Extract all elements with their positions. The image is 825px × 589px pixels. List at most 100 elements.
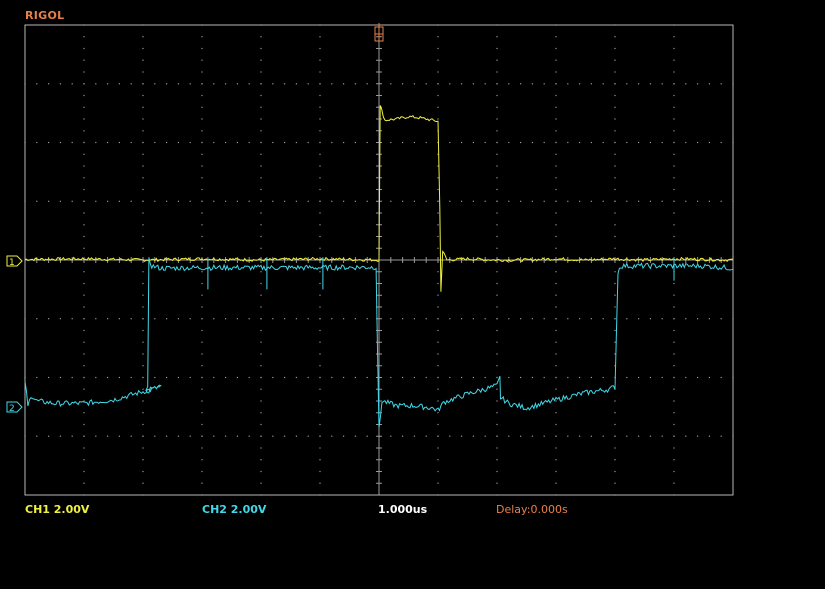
grid-dot [201,306,203,308]
grid-dot [366,83,368,85]
grid-dot [425,376,427,379]
grid-dot [437,83,439,85]
grid-dot [555,153,557,155]
grid-dot [673,376,675,379]
grid-dot [697,376,699,379]
grid-dot [260,59,262,61]
grid-dot [673,459,675,461]
grid-dot [531,83,533,85]
grid-dot [166,141,168,144]
grid-dot [685,318,687,320]
grid-dot [496,412,498,414]
delay-readout[interactable]: Delay:0.000s [496,503,568,516]
grid-dot [107,141,109,144]
grid-dot [118,376,120,379]
grid-dot [201,235,203,238]
grid-dot [142,447,144,449]
grid-dot [626,83,628,85]
grid-dot [614,423,616,426]
grid-dot [319,71,321,73]
grid-dot [708,318,710,320]
grid-dot [697,435,699,437]
grid-dot [543,318,545,320]
ch2-scale-readout[interactable]: CH2 2.00V [202,503,267,516]
grid-dot [260,435,262,437]
grid-dot [354,435,356,437]
grid-dot [59,141,61,144]
grid-dot [83,282,85,285]
grid-dot [614,188,616,191]
grid-dot [343,318,345,320]
grid-dot [343,376,345,379]
grid-dot [36,318,38,320]
grid-dot [343,83,345,85]
grid-dot [166,200,168,202]
grid-dot [697,141,699,144]
grid-dot [83,141,85,144]
grid-dot [602,318,604,320]
grid-dot [673,318,675,320]
grid-dot [437,388,439,390]
grid-dot [142,400,144,402]
grid-dot [319,212,321,214]
grid-dot [319,188,321,191]
grid-dot [496,365,498,367]
grid-dot [201,247,203,249]
grid-dot [166,83,168,85]
grid-dot [166,376,168,379]
grid-dot [567,141,569,144]
grid-dot [284,318,286,320]
grid-dot [661,435,663,437]
grid-dot [366,435,368,437]
grid-dot [260,282,262,285]
grid-dot [555,376,557,379]
grid-dot [59,318,61,320]
grid-dot [83,47,85,50]
grid-dot [142,282,144,285]
grid-dot [248,376,250,379]
grid-dot [331,83,333,85]
grid-dot [142,224,144,226]
grid-dot [201,470,203,473]
grid-dot [708,435,710,437]
grid-dot [260,423,262,426]
grid-dot [83,106,85,108]
grid-dot [496,353,498,355]
timebase-readout[interactable]: 1.000us [378,503,428,516]
grid-dot [673,36,675,38]
ch1-scale-readout[interactable]: CH1 2.00V [25,503,90,516]
grid-dot [59,435,61,437]
grid-dot [543,435,545,437]
grid-dot [319,235,321,238]
ch1-ground-marker-icon[interactable]: 1 [6,255,23,268]
grid-dot [720,376,722,379]
grid-dot [260,47,262,50]
grid-dot [673,212,675,214]
grid-dot [307,200,309,202]
trigger-position-marker-icon[interactable] [374,23,384,42]
grid-dot [354,141,356,144]
grid-dot [83,365,85,367]
grid-dot [555,353,557,355]
grid-dot [673,306,675,308]
grid-dot [236,435,238,437]
grid-dot [260,235,262,238]
grid-dot [437,353,439,355]
ch2-ground-marker-icon[interactable]: 2 [6,401,23,414]
grid-dot [496,400,498,402]
grid-dot [260,153,262,155]
grid-dot [673,329,675,332]
grid-dot [83,36,85,38]
grid-dot [142,235,144,238]
grid-dot [213,200,215,202]
grid-dot [166,318,168,320]
grid-dot [319,341,321,343]
grid-dot [614,353,616,355]
grid-dot [638,435,640,437]
grid-dot [614,94,616,97]
grid-dot [236,200,238,202]
grid-dot [555,294,557,296]
grid-dot [520,141,522,144]
grid-dot [225,435,227,437]
grid-dot [225,83,227,85]
